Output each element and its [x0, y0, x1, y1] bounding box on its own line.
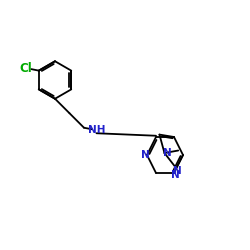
Text: N: N [140, 150, 149, 160]
Text: NH: NH [88, 125, 105, 135]
Text: N: N [173, 166, 182, 175]
Text: Cl: Cl [20, 62, 32, 75]
Text: N: N [163, 148, 172, 158]
Text: N: N [171, 170, 179, 180]
